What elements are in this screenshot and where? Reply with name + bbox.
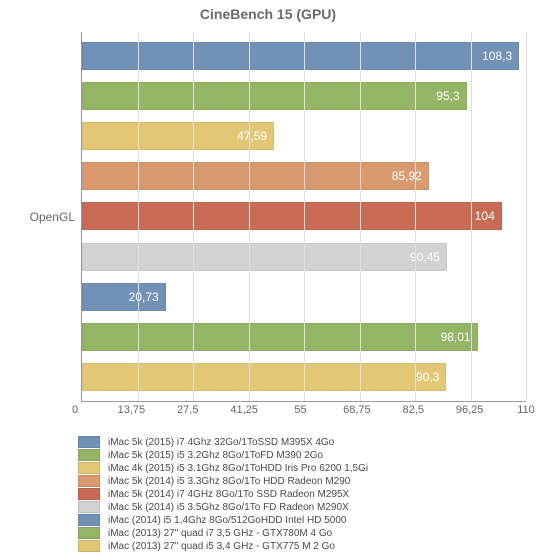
x-axis: 013,7527,541,255568,7582,596,25110 bbox=[75, 404, 526, 420]
x-tick: 68,75 bbox=[343, 404, 371, 416]
bar-value-label: 104 bbox=[475, 209, 495, 223]
legend-swatch bbox=[78, 514, 100, 526]
gridline bbox=[415, 32, 416, 401]
bar-value-label: 85,92 bbox=[392, 169, 422, 183]
legend-label: iMac 5k (2015) i5 3.2Ghz 8Go/1ToFD M390 … bbox=[108, 450, 323, 461]
bar: 98,01 bbox=[82, 323, 478, 351]
legend-item: iMac 5k (2014) i7 4GHz 8Go/1To SSD Radeo… bbox=[78, 488, 458, 500]
bar-value-label: 90,3 bbox=[416, 370, 439, 384]
legend-swatch bbox=[78, 436, 100, 448]
x-tick: 82,5 bbox=[403, 404, 424, 416]
bar: 20,73 bbox=[82, 283, 166, 311]
y-axis-label: OpenGL bbox=[10, 32, 81, 402]
legend-swatch bbox=[78, 501, 100, 513]
legend-label: iMac 5k (2014) i7 4GHz 8Go/1To SSD Radeo… bbox=[108, 489, 349, 500]
bar: 104 bbox=[82, 202, 502, 230]
legend-item: iMac 5k (2014) i5 3.3Ghz 8Go/1To HDD Rad… bbox=[78, 475, 458, 487]
legend-label: iMac 4k (2015) i5 3.1Ghz 8Go/1ToHDD Iris… bbox=[108, 463, 368, 474]
x-tick: 55 bbox=[294, 404, 306, 416]
x-tick: 0 bbox=[72, 404, 78, 416]
legend-label: iMac 5k (2015) i7 4Ghz 32Go/1ToSSD M395X… bbox=[108, 437, 334, 448]
legend-item: iMac 5k (2015) i5 3.2Ghz 8Go/1ToFD M390 … bbox=[78, 449, 458, 461]
chart-area: OpenGL 108,395,347,5985,9210490,4520,739… bbox=[10, 32, 526, 402]
bar: 108,3 bbox=[82, 42, 519, 70]
legend-swatch bbox=[78, 540, 100, 552]
x-tick: 110 bbox=[517, 404, 535, 416]
legend-item: iMac 4k (2015) i5 3.1Ghz 8Go/1ToHDD Iris… bbox=[78, 462, 458, 474]
bar-value-label: 47,59 bbox=[237, 129, 267, 143]
bar-value-label: 98,01 bbox=[441, 330, 471, 344]
x-tick: 96,25 bbox=[456, 404, 484, 416]
legend-item: iMac (2013) 27" quad i5 3,4 GHz - GTX775… bbox=[78, 540, 458, 552]
x-tick: 41,25 bbox=[230, 404, 258, 416]
plot-area: 108,395,347,5985,9210490,4520,7398,0190,… bbox=[81, 32, 526, 402]
legend-item: iMac 5k (2015) i7 4Ghz 32Go/1ToSSD M395X… bbox=[78, 436, 458, 448]
gridline bbox=[304, 32, 305, 401]
chart-container: CineBench 15 (GPU) OpenGL 108,3 95,3 47,59… bbox=[0, 0, 536, 556]
legend: iMac 5k (2015) i7 4Ghz 32Go/1ToSSD M395X… bbox=[78, 436, 458, 552]
gridline bbox=[193, 32, 194, 401]
legend-label: iMac (2013) 27" quad i7 3,5 GHz - GTX780… bbox=[108, 528, 332, 539]
bar-value-label: 20,73 bbox=[129, 290, 159, 304]
chart-title: CineBench 15 (GPU) bbox=[10, 6, 526, 22]
legend-label: iMac 5k (2014) i5 3.5Ghz 8Go/1To FD Rade… bbox=[108, 502, 349, 513]
legend-swatch bbox=[78, 488, 100, 500]
legend-item: iMac 5k (2014) i5 3.5Ghz 8Go/1To FD Rade… bbox=[78, 501, 458, 513]
gridline bbox=[249, 32, 250, 401]
bar-value-label: 95,3 bbox=[436, 89, 459, 103]
legend-swatch bbox=[78, 449, 100, 461]
legend-swatch bbox=[78, 527, 100, 539]
bar: 47,59 bbox=[82, 122, 274, 150]
legend-label: iMac 5k (2014) i5 3.3Ghz 8Go/1To HDD Rad… bbox=[108, 476, 350, 487]
gridline bbox=[138, 32, 139, 401]
x-tick: 27,5 bbox=[177, 404, 198, 416]
x-tick: 13,75 bbox=[118, 404, 146, 416]
bar: 95,3 bbox=[82, 82, 467, 110]
legend-swatch bbox=[78, 475, 100, 487]
legend-label: iMac (2014) i5 1,4Ghz 8Go/512GoHDD Intel… bbox=[108, 515, 346, 526]
legend-swatch bbox=[78, 462, 100, 474]
gridline bbox=[471, 32, 472, 401]
gridline bbox=[360, 32, 361, 401]
legend-item: iMac (2014) i5 1,4Ghz 8Go/512GoHDD Intel… bbox=[78, 514, 458, 526]
legend-item: iMac (2013) 27" quad i7 3,5 GHz - GTX780… bbox=[78, 527, 458, 539]
legend-label: iMac (2013) 27" quad i5 3,4 GHz - GTX775… bbox=[108, 541, 335, 552]
bar-value-label: 108,3 bbox=[482, 49, 512, 63]
bar: 85,92 bbox=[82, 162, 429, 190]
gridline bbox=[526, 32, 527, 401]
